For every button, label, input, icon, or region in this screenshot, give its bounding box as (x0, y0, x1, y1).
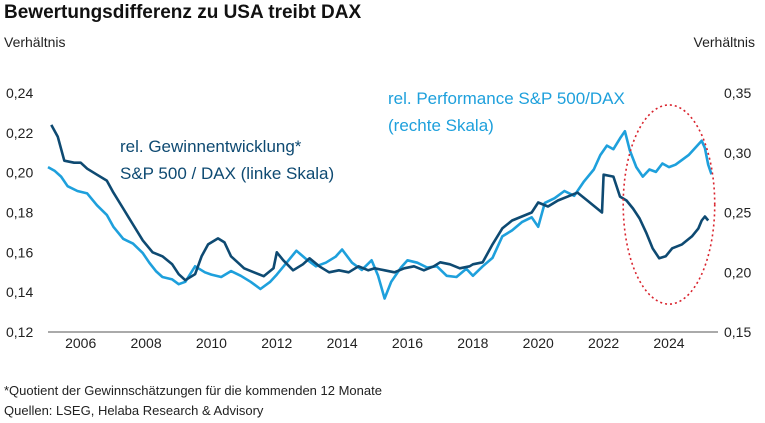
x-tick-label: 2022 (588, 335, 619, 351)
x-tick-label: 2016 (392, 335, 423, 351)
series-label-earnings-line1: rel. Gewinnentwicklung* (120, 137, 302, 156)
series-label-earnings-line2: S&P 500 / DAX (linke Skala) (120, 164, 334, 183)
x-tick-label: 2006 (65, 335, 96, 351)
y-right-tick-label: 0,35 (724, 85, 751, 101)
x-tick-label: 2008 (130, 335, 161, 351)
y-right-tick-label: 0,30 (724, 145, 751, 161)
source-note: Quellen: LSEG, Helaba Research & Advisor… (4, 403, 264, 418)
y-left-tick-label: 0,18 (6, 205, 33, 221)
chart-title: Bewertungsdifferenz zu USA treibt DAX (4, 2, 362, 23)
y-left-tick-label: 0,12 (6, 324, 33, 340)
y-left-tick-label: 0,22 (6, 125, 33, 141)
series-label-performance-line1: rel. Performance S&P 500/DAX (388, 89, 625, 108)
x-tick-label: 2018 (457, 335, 488, 351)
y-left-tick-label: 0,20 (6, 165, 33, 181)
y-left-tick-label: 0,24 (6, 85, 33, 101)
x-tick-label: 2012 (261, 335, 292, 351)
x-tick-label: 2020 (523, 335, 554, 351)
highlight-ellipse (622, 104, 716, 305)
footnote: *Quotient der Gewinnschätzungen für die … (4, 383, 382, 398)
y-left-tick-label: 0,14 (6, 284, 33, 300)
x-tick-label: 2014 (327, 335, 358, 351)
y-right-tick-label: 0,15 (724, 324, 751, 340)
series-line-performance (47, 129, 713, 300)
y-left-tick-label: 0,16 (6, 244, 33, 260)
left-axis-label: Verhältnis (4, 34, 66, 50)
series-label-performance-line2: (rechte Skala) (388, 116, 494, 135)
x-tick-label: 2024 (653, 335, 684, 351)
y-right-tick-label: 0,25 (724, 205, 751, 221)
y-right-tick-label: 0,20 (724, 264, 751, 280)
x-tick-label: 2010 (196, 335, 227, 351)
right-axis-label: Verhältnis (693, 34, 755, 50)
